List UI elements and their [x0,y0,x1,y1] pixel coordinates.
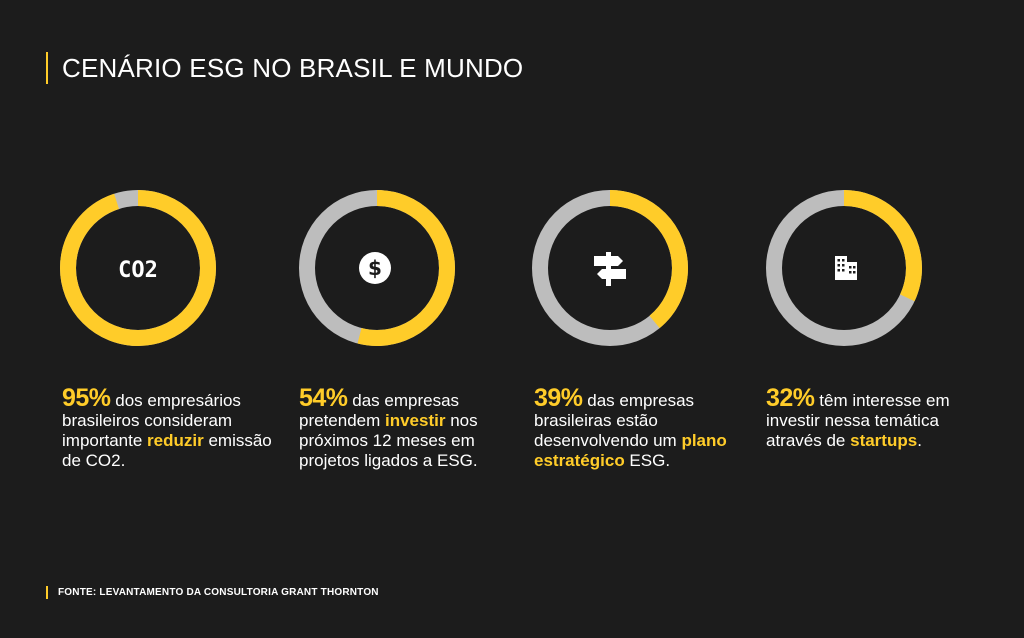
stat-percentage: 95% [62,384,111,412]
donut-chart-co2: CO2 [60,190,216,346]
stat-text: 54% das empresas pretendem investir nos … [299,386,509,471]
dollar-icon: $ [359,252,391,284]
stat-text-pre: têm interesse em investir nessa temática… [766,391,950,450]
title-accent-bar [46,52,48,84]
donut-chart-startups [766,190,922,346]
stat-text-post: emissão de CO2. [62,431,272,470]
svg-text:$: $ [368,256,382,280]
stat-percentage: 32% [766,384,815,412]
stat-text-post: nos próximos 12 meses em projetos ligado… [299,411,478,470]
stat-percentage: 54% [299,384,348,412]
stat-highlight: plano estratégico [534,431,727,470]
source-note: FONTE: LEVANTAMENTO DA CONSULTORIA GRANT… [58,587,379,598]
footer-accent-bar [46,586,48,599]
co2-icon: CO2 [118,258,158,283]
stat-text: 39% das empresas brasileiras estão desen… [534,386,744,471]
stat-text-post: . [917,431,922,450]
donut-chart-plano [532,190,688,346]
stat-highlight: reduzir [147,431,204,450]
stat-text-pre: das empresas pretendem [299,391,460,430]
stat-highlight: startups [850,431,918,450]
donut-value-arc [766,190,922,346]
stat-text-pre: das empresas brasileiras estão desenvolv… [534,391,695,450]
stat-highlight: investir [385,411,446,430]
stat-text-pre: dos empresários brasileiros consideram i… [62,391,241,450]
signpost-icon [594,252,626,286]
stat-text-post: ESG. [624,451,671,470]
title-block: CENÁRIO ESG NO BRASIL E MUNDO [46,52,523,84]
donut-value-arc [60,190,216,346]
buildings-icon [835,256,857,280]
stat-percentage: 39% [534,384,583,412]
donut-value-arc [532,190,688,346]
source-footer: FONTE: LEVANTAMENTO DA CONSULTORIA GRANT… [46,586,379,599]
stat-text: 32% têm interesse em investir nessa temá… [766,386,976,451]
donut-chart-investir: $ [299,190,455,346]
stat-text: 95% dos empresários brasileiros consider… [62,386,272,471]
page-title: CENÁRIO ESG NO BRASIL E MUNDO [62,52,524,83]
donut-value-arc [299,190,455,346]
